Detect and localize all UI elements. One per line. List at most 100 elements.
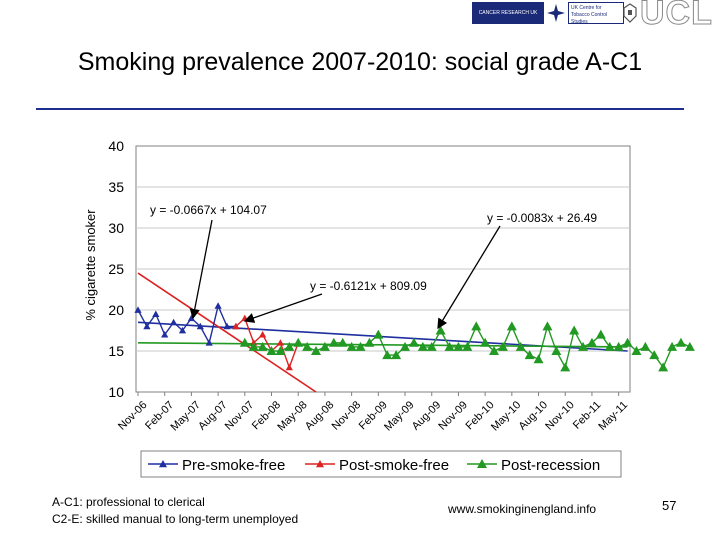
star-logo-icon	[547, 4, 565, 22]
data-point	[444, 341, 455, 351]
data-point	[239, 337, 250, 347]
data-point	[604, 341, 615, 351]
legend-label: Post-smoke-free	[339, 457, 449, 474]
data-point	[658, 362, 669, 372]
data-point	[533, 354, 544, 364]
data-point	[497, 341, 508, 351]
data-point	[435, 325, 446, 335]
y-tick-label: 35	[108, 179, 124, 195]
footer-url: www.smokinginengland.info	[448, 502, 597, 516]
x-tick-label: Nov-06	[116, 399, 150, 433]
x-tick-label: Nov-09	[436, 399, 470, 433]
data-point	[346, 341, 357, 351]
x-tick-label: May-08	[275, 399, 309, 433]
x-tick-label: May-09	[382, 399, 416, 433]
data-point	[178, 326, 187, 334]
data-point	[275, 346, 286, 355]
logo-bar: CANCER RESEARCH UK UK Centre for Tobacco…	[472, 0, 720, 33]
y-tick-label: 30	[108, 220, 124, 236]
data-point	[560, 362, 571, 372]
page-number: 57	[662, 498, 677, 513]
legend-marker	[477, 459, 487, 468]
data-point	[319, 341, 330, 351]
annotation-arrow	[243, 293, 323, 323]
data-point	[542, 321, 553, 331]
annotation-arrow	[437, 225, 501, 330]
data-point	[551, 346, 562, 355]
x-tick-label: Aug-09	[410, 399, 444, 433]
x-tick-label: Nov-10	[543, 399, 577, 433]
data-point	[161, 331, 169, 338]
data-point	[613, 341, 624, 351]
data-point	[471, 321, 482, 331]
x-axis-ticks: Nov-06Feb-07May-07Aug-07Nov-07Feb-08May-…	[116, 392, 630, 434]
data-point	[285, 363, 293, 371]
data-point	[489, 346, 500, 355]
data-point	[355, 341, 366, 351]
footer-notes: A-C1: professional to clerical C2-E: ski…	[52, 494, 298, 528]
ucl-logo: UCL	[640, 0, 713, 33]
data-point	[170, 318, 178, 326]
trendline-equation: y = -0.6121x + 809.09	[310, 279, 427, 293]
data-point	[364, 337, 375, 347]
legend: Pre-smoke-free Post-smoke-free Post-recess…	[140, 450, 622, 478]
data-point	[515, 341, 526, 351]
data-point	[328, 337, 339, 347]
data-point	[214, 302, 222, 309]
data-point	[232, 322, 240, 330]
data-point	[462, 341, 473, 351]
trendline-equation: y = -0.0667x + 104.07	[150, 203, 267, 217]
data-point	[257, 341, 268, 351]
y-axis-ticks: 10 15 20 25 30 35 40	[108, 138, 124, 400]
data-point	[400, 341, 411, 351]
data-point	[649, 350, 660, 360]
data-point	[293, 337, 304, 347]
x-tick-label: May-10	[489, 399, 523, 433]
data-point	[631, 346, 642, 355]
x-tick-label: Aug-08	[303, 399, 337, 433]
data-point	[578, 341, 589, 351]
crest-logo-icon	[623, 3, 637, 23]
data-point	[675, 337, 686, 347]
data-point	[426, 341, 437, 351]
legend-marker	[159, 460, 167, 468]
data-point	[586, 337, 597, 347]
slide-title: Smoking prevalence 2007-2010: social gra…	[77, 48, 643, 76]
legend-box	[140, 450, 622, 478]
data-point	[259, 331, 267, 338]
x-tick-label: Aug-10	[517, 399, 551, 433]
data-point	[276, 339, 285, 346]
data-point	[569, 325, 580, 335]
footer-line-2: C2-E: skilled manual to long-term unempl…	[52, 512, 299, 526]
legend-label: Pre-smoke-free	[182, 457, 285, 474]
data-point	[134, 306, 142, 313]
data-point	[152, 310, 160, 317]
data-point	[667, 341, 678, 351]
data-point	[453, 341, 464, 351]
annotation-arrow	[189, 219, 213, 320]
x-tick-label: Nov-08	[330, 399, 364, 433]
data-point	[382, 350, 393, 360]
y-tick-label: 10	[108, 384, 124, 400]
data-point	[373, 329, 384, 339]
legend-marker	[316, 460, 324, 468]
x-tick-label: May-07	[169, 399, 203, 433]
data-point	[196, 322, 204, 330]
data-point	[391, 350, 402, 360]
y-axis-label: % cigarette smoker	[83, 209, 98, 321]
equation-annotations: y = -0.0667x + 104.07 y = -0.6121x + 809.…	[150, 203, 597, 330]
data-point	[524, 350, 535, 360]
data-point	[622, 337, 633, 347]
data-point	[595, 329, 606, 339]
y-tick-label: 20	[108, 302, 124, 318]
x-tick-label: Aug-07	[196, 399, 230, 433]
prevalence-chart: 10 15 20 25 30 35 40 Nov-06Feb-07May-07Aug-07N…	[83, 138, 695, 478]
data-point	[640, 341, 651, 351]
data-point	[223, 322, 231, 330]
data-point	[684, 341, 695, 351]
y-tick-label: 15	[108, 343, 124, 359]
data-point	[480, 337, 491, 347]
x-tick-label: May-11	[596, 399, 630, 433]
data-point	[266, 346, 277, 355]
footer-line-1: A-C1: professional to clerical	[52, 495, 205, 509]
